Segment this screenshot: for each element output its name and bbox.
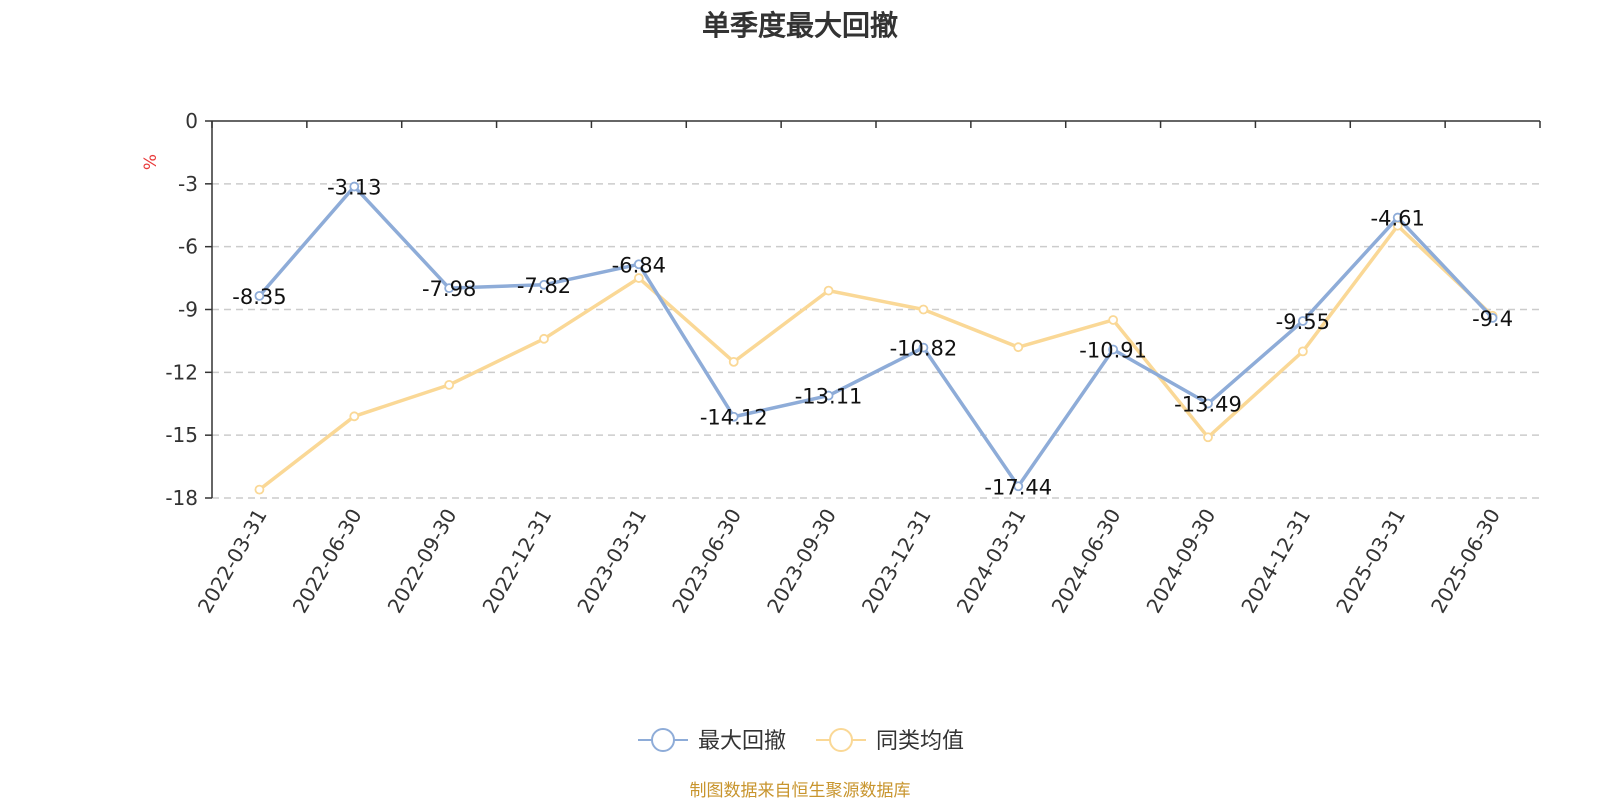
data-label: -8.35 (232, 285, 286, 309)
legend-label: 最大回撤 (698, 729, 786, 754)
data-point (1108, 344, 1119, 355)
x-tick-label: 2023-09-30 (762, 505, 841, 618)
x-tick-label: 2024-09-30 (1141, 505, 1220, 618)
x-tick-label: 2023-03-31 (572, 505, 651, 618)
legend-marker-icon (829, 728, 853, 752)
y-tick-label: -18 (165, 486, 198, 510)
data-label: -9.4 (1472, 307, 1513, 331)
x-tick-label: 2022-09-30 (383, 504, 462, 617)
data-labels: -8.35 -3.13 -7.98 -7.82 -6.84 -14.12 -13.11 -10… (232, 176, 1513, 500)
data-point (1108, 315, 1119, 325)
data-point (918, 304, 929, 315)
legend: 最大回撤 同类均值 (638, 728, 964, 754)
y-axis-unit-label: % (141, 154, 161, 170)
y-tick-label: -15 (165, 423, 198, 447)
y-tick-label: 0 (185, 109, 198, 133)
data-point (823, 285, 834, 296)
data-label: -14.12 (700, 406, 768, 430)
grid-lines (212, 183, 1540, 499)
data-point (349, 411, 360, 422)
data-label: -13.49 (1174, 393, 1242, 417)
data-label: -7.82 (517, 274, 571, 298)
x-tick-label: 2023-12-31 (857, 505, 936, 618)
data-point (1297, 316, 1308, 326)
data-point (444, 379, 455, 390)
data-point (444, 283, 455, 294)
data-point (823, 390, 834, 401)
data-point (728, 356, 739, 367)
data-label: -17.44 (984, 475, 1052, 499)
x-tick-label: 2022-06-30 (288, 505, 367, 618)
data-point (1013, 342, 1024, 353)
data-label: -10.82 (890, 337, 958, 361)
data-point (1297, 346, 1308, 357)
x-tick-label: 2024-06-30 (1047, 505, 1126, 618)
data-point (539, 333, 549, 344)
y-tick-label: -3 (178, 172, 198, 196)
data-point (633, 273, 644, 283)
x-tick-labels: 2022-03-31 2022-06-30 2022-09-30 2022-12-31… (193, 504, 1505, 617)
data-label: -3.13 (327, 176, 381, 200)
legend-marker-icon (651, 728, 675, 752)
data-label: -6.84 (612, 253, 666, 277)
data-point (1013, 481, 1024, 492)
x-tick-label: 2023-06-30 (667, 505, 746, 618)
y-tick-labels: 0 -3 -6 -9 -12 -15 -18 (165, 109, 198, 510)
x-tick-label: 2024-03-31 (952, 505, 1031, 618)
data-point (539, 279, 549, 290)
data-point (349, 181, 360, 192)
series-line-max-drawdown (258, 184, 1494, 489)
data-label: -4.61 (1371, 207, 1425, 231)
data-label: -9.55 (1276, 310, 1330, 334)
data-point (1392, 212, 1403, 223)
data-point (633, 259, 644, 270)
x-tick-label: 2024-12-31 (1236, 505, 1315, 618)
data-point (1203, 432, 1213, 443)
chart-title: 单季度最大回撤 (701, 9, 898, 42)
data-point (918, 342, 929, 353)
data-label: -13.11 (795, 385, 863, 409)
x-tick-label: 2022-12-31 (477, 505, 556, 618)
series-layer (254, 181, 1498, 495)
y-tick-label: -12 (165, 360, 198, 384)
data-point (254, 290, 265, 301)
y-tick-label: -6 (178, 235, 198, 259)
data-point (254, 484, 265, 495)
data-point (728, 411, 739, 422)
data-point (1487, 312, 1498, 323)
axes (205, 120, 1541, 499)
data-label: -10.91 (1079, 339, 1147, 363)
x-tick-label: 2025-06-30 (1426, 505, 1505, 618)
data-label: -7.98 (422, 277, 476, 301)
legend-label: 同类均值 (876, 729, 964, 754)
data-point (1203, 398, 1213, 409)
x-tick-label: 2022-03-31 (193, 505, 272, 618)
x-tick-label: 2025-03-31 (1331, 505, 1410, 618)
data-source-note: 制图数据来自恒生聚源数据库 (689, 781, 911, 801)
y-tick-label: -9 (178, 298, 198, 322)
series-line-peer-average (258, 223, 1494, 492)
